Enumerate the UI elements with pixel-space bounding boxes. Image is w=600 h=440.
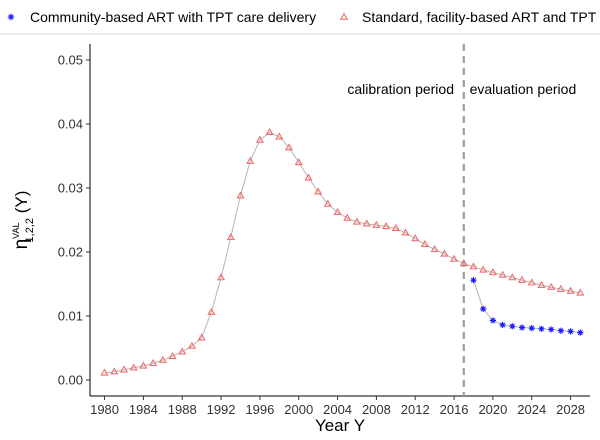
data-point-triangle [498, 270, 507, 278]
y-tick-label: 0.02 [58, 245, 83, 260]
data-point-triangle [187, 341, 197, 349]
series-line [473, 280, 581, 334]
data-point-triangle [207, 307, 216, 315]
data-point-star [518, 324, 526, 331]
data-point-triangle [110, 367, 119, 375]
data-point-triangle [294, 157, 303, 166]
data-point-triangle [576, 288, 585, 296]
data-point-star [489, 317, 497, 324]
data-point-triangle [488, 268, 497, 276]
data-point-triangle [391, 223, 400, 232]
data-point-triangle [333, 207, 342, 216]
y-tick-label: 0.05 [58, 53, 83, 68]
y-tick-label: 0.03 [58, 181, 83, 196]
data-point-triangle [420, 239, 430, 248]
x-tick-label: 2016 [440, 402, 469, 417]
data-point-triangle [178, 347, 187, 355]
data-point-triangle [566, 286, 575, 294]
data-point-triangle [168, 351, 177, 360]
data-point-triangle [401, 228, 410, 236]
data-point-star [470, 277, 477, 284]
data-point-triangle [547, 282, 556, 290]
data-point-triangle [265, 127, 274, 136]
data-point-triangle [479, 265, 488, 273]
x-tick-label: 1984 [129, 402, 158, 417]
data-point-star [567, 328, 574, 335]
x-tick-label: 2008 [362, 402, 391, 417]
data-point-triangle [129, 363, 138, 371]
data-point-triangle [304, 173, 313, 181]
data-point-star [577, 329, 584, 336]
data-point-triangle [411, 234, 420, 242]
data-point-triangle [119, 365, 129, 373]
data-point-triangle [284, 143, 294, 151]
legend-key-star-icon [7, 13, 15, 21]
data-point-triangle [275, 132, 284, 140]
data-point-triangle [430, 245, 439, 253]
data-point-triangle [556, 284, 565, 292]
data-point-star [499, 321, 506, 329]
data-point-star [548, 326, 555, 333]
y-axis-title: ηVAL 1,2,2 (Y) [11, 191, 36, 250]
data-point-star [557, 327, 564, 334]
evaluation-period-label: evaluation period [470, 81, 577, 97]
y-tick-label: 0.00 [58, 373, 83, 388]
data-point-triangle [158, 355, 167, 363]
data-point-triangle [382, 221, 391, 230]
data-point-triangle [440, 249, 449, 257]
x-tick-label: 1992 [207, 402, 236, 417]
series-standard [100, 127, 585, 376]
data-point-triangle [527, 278, 536, 286]
legend: Community-based ART with TPT care delive… [0, 8, 600, 35]
data-point-triangle [352, 217, 362, 225]
series-line [104, 131, 581, 374]
data-point-star [538, 325, 545, 332]
data-point-star [528, 325, 535, 332]
data-point-triangle [449, 254, 459, 262]
data-point-triangle [508, 273, 517, 281]
y-tick-label: 0.01 [58, 309, 83, 324]
data-point-triangle [197, 333, 206, 341]
data-point-triangle [517, 275, 527, 283]
x-tick-label: 2020 [478, 402, 507, 417]
x-tick-label: 1980 [90, 402, 119, 417]
data-point-triangle [236, 191, 245, 199]
data-point-triangle [537, 280, 546, 288]
legend-label-community: Community-based ART with TPT care delive… [30, 9, 316, 25]
data-point-triangle [343, 213, 352, 221]
axes: 0.00 0.01 0.02 0.03 0.04 0.05 1980 1984 1988 1992… [11, 44, 590, 435]
series-community [470, 277, 584, 336]
legend-key-triangle-icon [339, 12, 349, 20]
data-point-triangle [323, 199, 332, 207]
data-point-triangle [139, 361, 148, 369]
data-point-triangle [216, 273, 226, 281]
x-tick-label: 2004 [323, 402, 352, 417]
data-point-triangle [362, 219, 371, 227]
data-point-triangle [255, 135, 264, 143]
data-point-triangle [459, 259, 468, 267]
legend-label-standard: Standard, facility-based ART and TPT [362, 9, 597, 25]
data-point-triangle [246, 156, 255, 164]
x-tick-label: 1988 [168, 402, 197, 417]
data-point-star [480, 305, 487, 313]
x-tick-label: 2012 [401, 402, 430, 417]
data-point-star [509, 323, 516, 330]
data-point-triangle [314, 187, 323, 195]
x-axis-title: Year Y [315, 416, 365, 435]
x-tick-label: 1996 [245, 402, 274, 417]
calibration-period-label: calibration period [347, 81, 454, 97]
x-tick-label: 2024 [517, 402, 546, 417]
data-point-triangle [372, 220, 381, 228]
y-tick-label: 0.04 [58, 117, 83, 132]
x-tick-label: 2000 [284, 402, 313, 417]
data-point-triangle [100, 368, 109, 376]
data-point-triangle [149, 358, 158, 367]
data-point-triangle [469, 262, 478, 270]
legend-key-bg [335, 8, 353, 26]
x-tick-label: 2028 [556, 402, 585, 417]
data-point-triangle [226, 232, 235, 240]
